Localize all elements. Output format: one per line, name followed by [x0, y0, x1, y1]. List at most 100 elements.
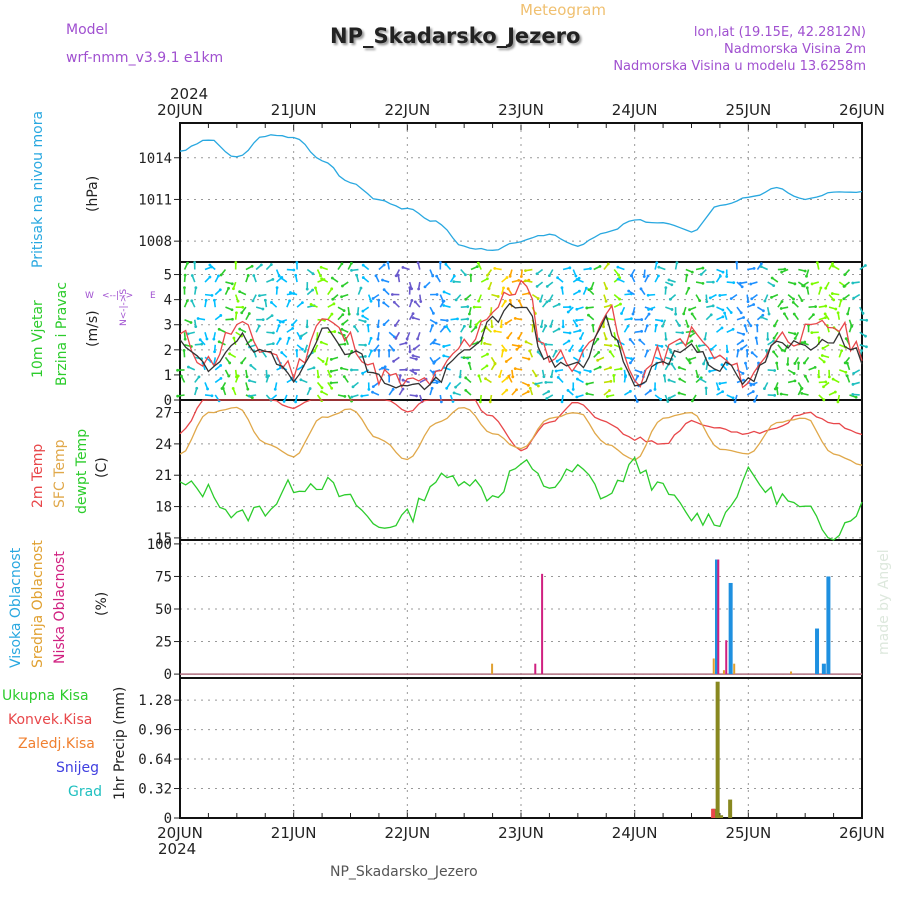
wind-arrow-head: [772, 284, 776, 288]
watermark: made by Angel: [876, 549, 892, 655]
wind-arrow-head: [536, 350, 540, 354]
wind-arrow-head: [464, 273, 467, 277]
wind-arrow-head: [667, 378, 671, 382]
wind-arrow-head: [741, 339, 745, 343]
wind-arrow-head: [740, 285, 744, 289]
wind-arrow-head: [726, 350, 729, 354]
wind-arrow-head: [629, 317, 633, 321]
wind-arrow-head: [343, 342, 347, 346]
wind-arrow-head: [677, 366, 681, 369]
wind-arrow-head: [738, 281, 742, 285]
wind-arrow-head: [851, 393, 855, 396]
wind-arrow-head: [371, 390, 374, 394]
bottom-date-21JUN: 21JUN: [271, 824, 317, 842]
wind-arrow-head: [619, 367, 623, 371]
wind-arrow-head: [240, 361, 244, 365]
wind-arrow-head: [341, 313, 345, 317]
wind-arrow-head: [198, 338, 202, 342]
wind-arrow-head: [618, 297, 621, 301]
precip-legend-1: Konvek.Kisa: [8, 712, 92, 728]
wind-arrow-head: [366, 323, 370, 327]
wind-arrow-head: [380, 366, 384, 370]
wind-arrow-head: [817, 375, 821, 379]
wind-arrow-head: [661, 324, 664, 328]
wind-arrow-head: [498, 375, 501, 378]
wind-arrow-head: [639, 370, 643, 374]
wind-arrow-head: [361, 314, 365, 318]
wind-arrow-head: [196, 317, 200, 320]
wind-arrow-head: [602, 325, 605, 329]
wind-arrow-head: [330, 276, 334, 280]
wind-arrow-head: [629, 274, 633, 278]
wind-arrow-head: [213, 350, 217, 354]
wind-arrow-head: [236, 299, 240, 303]
precip-legend-0: Ukupna Kisa: [2, 688, 89, 704]
model-elevation-label: Nadmorska Visina u modelu 13.6258m: [613, 59, 866, 74]
pressure-tick-label: 1014: [138, 151, 172, 167]
wind-arrow-head: [350, 368, 353, 372]
bottom-date-25JUN: 25JUN: [725, 824, 771, 842]
wind-arrow-head: [180, 374, 183, 378]
wind-arrow-head: [557, 327, 561, 331]
wind-arrow-head: [545, 300, 549, 304]
wind-arrow-head: [843, 361, 847, 365]
wind-arrow-head: [846, 312, 850, 316]
wind-arrow-head: [414, 372, 418, 375]
wind-arrow-head: [235, 375, 238, 379]
wind-arrow-head: [708, 369, 712, 373]
wind-arrow-head: [608, 350, 612, 354]
wind-arrow-head: [231, 317, 234, 321]
wind-arrow-head: [329, 374, 332, 378]
cloud-tick-label: 25: [155, 635, 172, 651]
wind-arrow-head: [194, 286, 198, 290]
wind-arrow-head: [374, 274, 378, 278]
wind-arrow-head: [331, 297, 335, 301]
wind-arrow-head: [382, 263, 386, 267]
wind-arrow-head: [431, 324, 434, 328]
wind-arrow-head: [319, 340, 323, 344]
wind-arrow-head: [505, 388, 509, 392]
wind-arrow-head: [511, 375, 515, 379]
cloud-tick-label: 100: [147, 537, 172, 553]
wind-arrow-head: [701, 281, 705, 285]
cloud-bar: [717, 559, 720, 675]
wind-arrow-head: [587, 288, 591, 292]
wind-arrow-head: [836, 400, 840, 404]
temp-dew-line: [179, 456, 863, 541]
precip-tick-label: 1.28: [138, 693, 172, 709]
cloud-frame: [179, 539, 863, 679]
wind-arrow-head: [263, 298, 267, 302]
wind-arrow-head: [770, 276, 774, 280]
wind-arrow-head: [752, 303, 756, 306]
wind-tick-label: 0: [164, 393, 172, 409]
wind-arrow-head: [329, 369, 333, 373]
compass-ns: N<-|->S: [119, 289, 129, 326]
wind-arrow-head: [711, 304, 715, 308]
wind-arrow-head: [840, 349, 844, 353]
precip-legend-2: Zaledj.Kisa: [18, 736, 95, 752]
wind-title-2: Brzina i Pravac: [54, 282, 70, 386]
wind-arrow-head: [342, 333, 346, 337]
wind-arrow-head: [195, 386, 199, 390]
wind-arrow-head: [526, 390, 530, 394]
wind-arrow-head: [319, 274, 322, 278]
wind-arrow-head: [410, 299, 414, 302]
wind-arrow-head: [536, 297, 540, 300]
wind-arrow-head: [311, 288, 315, 292]
wind-arrow-head: [270, 301, 273, 304]
temp-sfc-line: [179, 406, 863, 466]
wind-arrow-head: [452, 274, 456, 278]
wind-arrow-head: [301, 347, 304, 351]
wind-arrow-head: [557, 302, 561, 306]
wind-arrow-head: [801, 284, 805, 288]
wind-arrow-head: [568, 305, 572, 309]
wind-arrow-head: [736, 349, 740, 352]
wind-arrow-head: [793, 282, 797, 286]
wind-arrow-head: [394, 274, 398, 278]
wind-arrow-head: [545, 284, 549, 288]
wind-arrow-head: [278, 337, 282, 341]
wind-arrow-head: [456, 317, 459, 321]
wind-arrow-head: [329, 381, 333, 385]
wind-arrow-head: [682, 312, 686, 316]
wind-arrow-head: [435, 293, 439, 296]
